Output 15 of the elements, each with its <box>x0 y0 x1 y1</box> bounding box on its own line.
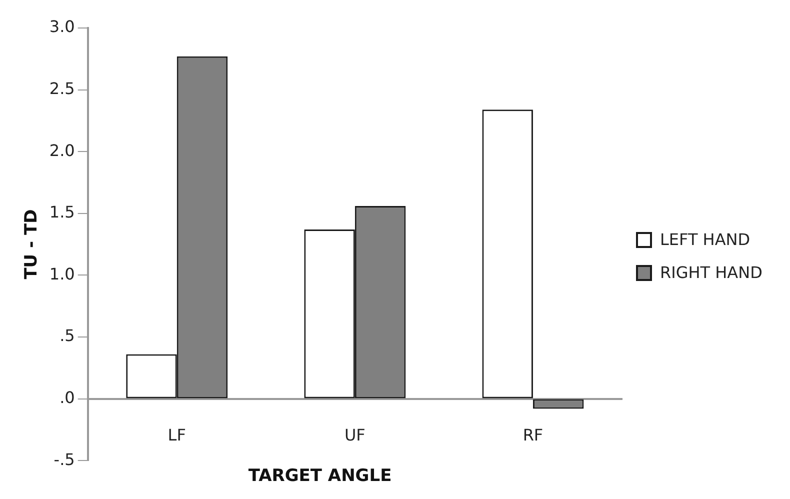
y-axis-title: TU - TD <box>22 209 42 280</box>
x-axis-title: TARGET ANGLE <box>248 466 392 486</box>
y-tick-label: 2.5 <box>49 78 75 98</box>
x-tick-label: RF <box>522 426 544 445</box>
x-tick-label: UF <box>344 426 366 445</box>
y-tick-label: 1.5 <box>49 202 75 222</box>
y-tick-label: 1.0 <box>49 264 75 284</box>
y-tick-label: 3.0 <box>49 17 75 36</box>
y-tick-label: -.5 <box>54 450 75 469</box>
y-tick-label: .5 <box>60 326 75 346</box>
text: LEFT HAND <box>660 230 750 249</box>
y-tick-label: .0 <box>60 388 75 407</box>
y-tick-label: 2.0 <box>49 140 75 160</box>
x-tick-label: LF <box>168 426 186 445</box>
legend-label: RIGHT HAND <box>660 263 762 282</box>
